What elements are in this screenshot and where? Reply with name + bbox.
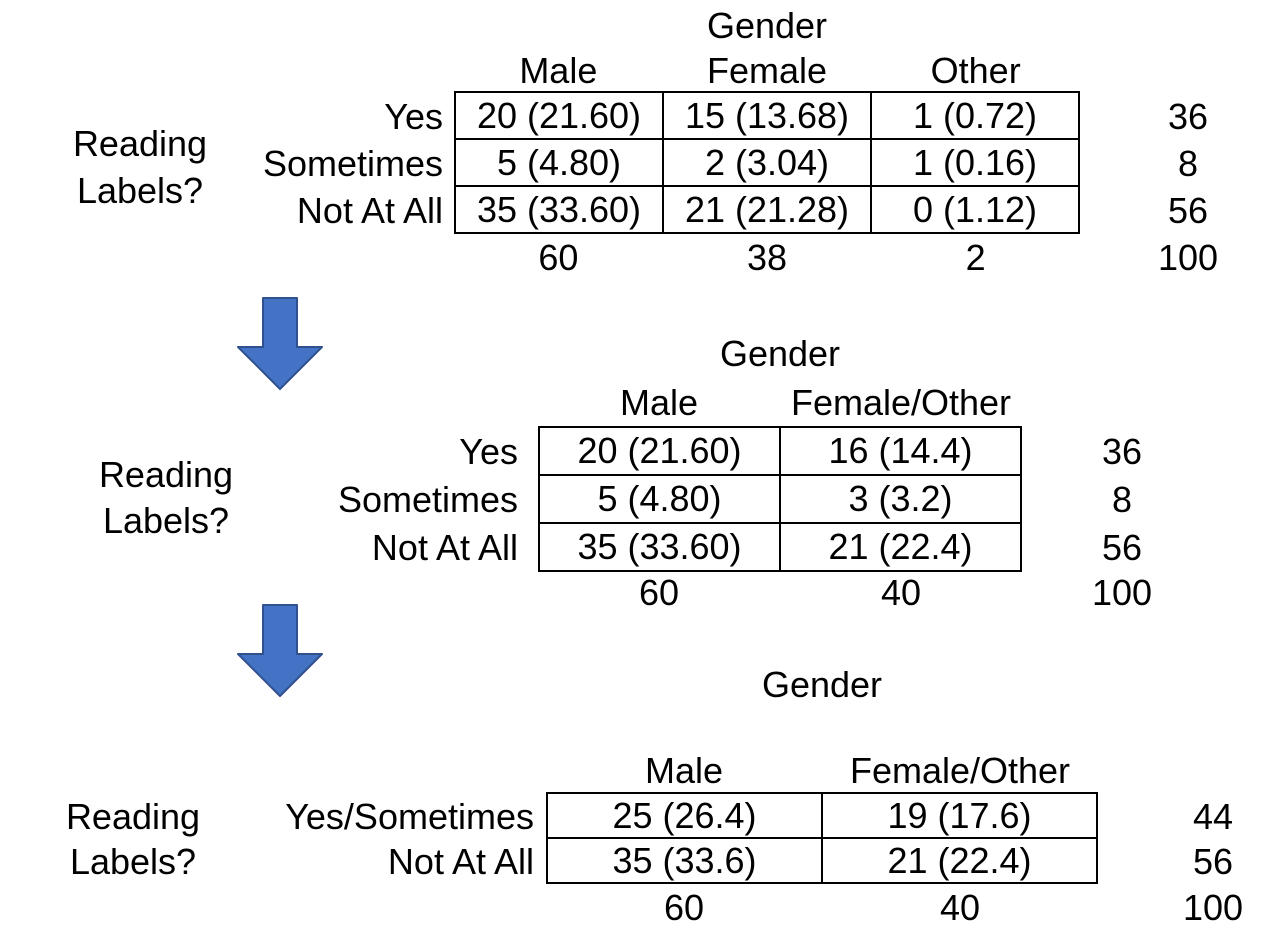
row-total: 56	[1167, 189, 1209, 231]
column-header-row: Male Female Other	[454, 49, 1080, 93]
column-total: 60	[538, 237, 579, 278]
row-label: Yes/Sometimes	[285, 795, 534, 837]
observed-expected-cell: 35 (33.60)	[540, 524, 779, 570]
grand-total: 100	[1182, 887, 1244, 928]
side-label-line: Labels?	[69, 841, 197, 882]
observed-expected-cell: 3 (3.2)	[781, 476, 1020, 522]
observed-expected-cell: 25 (26.4)	[548, 794, 821, 837]
reading-labels-side-label: Reading Labels?	[55, 120, 225, 214]
column-header-other: Other	[930, 50, 1021, 91]
observed-expected-cell: 35 (33.60)	[456, 187, 662, 232]
row-label-column: Yes/Sometimes Not At All	[230, 794, 534, 884]
contingency-table-3: 25 (26.4) 19 (17.6) 35 (33.6) 21 (22.4)	[546, 792, 1098, 884]
side-label-line: Labels?	[76, 170, 204, 211]
down-arrow-shape	[237, 604, 323, 697]
row-label-column: Yes Sometimes Not At All	[200, 93, 443, 234]
row-label: Not At All	[387, 840, 534, 882]
observed-expected-cell: 1 (0.72)	[872, 93, 1078, 138]
column-totals-row: 60 40	[538, 572, 1022, 614]
grand-total: 100	[1157, 237, 1219, 278]
reading-labels-side-label: Reading Labels?	[48, 794, 218, 884]
contingency-table-2: 20 (21.60) 16 (14.4) 5 (4.80) 3 (3.2) 35…	[538, 426, 1022, 572]
observed-expected-cell: 16 (14.4)	[781, 428, 1020, 474]
observed-expected-cell: 21 (22.4)	[823, 839, 1096, 882]
gender-group-title: Gender	[719, 333, 841, 374]
row-totals-column: 36 8 56	[1085, 428, 1159, 572]
row-total: 8	[1111, 479, 1133, 520]
row-total: 44	[1192, 795, 1234, 837]
column-header-row: Male Female/Other	[538, 381, 1022, 425]
observed-expected-cell: 2 (3.04)	[664, 140, 870, 185]
row-label: Yes	[384, 95, 443, 137]
side-label-line: Reading	[65, 796, 201, 837]
observed-expected-cell: 15 (13.68)	[664, 93, 870, 138]
column-total: 2	[965, 237, 986, 278]
column-header-female-other: Female/Other	[849, 750, 1071, 791]
column-totals-row: 60 40	[546, 887, 1098, 929]
row-label: Sometimes	[262, 142, 443, 184]
column-header-female: Female	[706, 50, 828, 91]
column-total: 38	[746, 237, 788, 278]
column-header-male: Male	[644, 750, 724, 791]
row-total: 8	[1177, 142, 1199, 184]
observed-expected-cell: 35 (33.6)	[548, 839, 821, 882]
down-arrow-icon	[237, 297, 323, 390]
side-label-line: Reading	[98, 454, 234, 495]
row-label: Not At All	[371, 527, 518, 568]
column-header-male: Male	[619, 382, 699, 423]
observed-expected-cell: 5 (4.80)	[540, 476, 779, 522]
reading-labels-side-label: Reading Labels?	[80, 452, 252, 544]
row-totals-column: 44 56	[1176, 794, 1250, 884]
row-total: 56	[1101, 527, 1143, 568]
row-label: Yes	[459, 431, 518, 472]
column-header-row: Male Female/Other	[546, 749, 1098, 793]
column-total: 60	[663, 887, 705, 928]
observed-expected-cell: 20 (21.60)	[456, 93, 662, 138]
column-total: 60	[638, 572, 680, 613]
side-label-line: Reading	[72, 123, 208, 164]
contingency-table-1: 20 (21.60) 15 (13.68) 1 (0.72) 5 (4.80) …	[454, 91, 1080, 234]
column-total: 40	[880, 572, 922, 613]
column-header-male: Male	[519, 50, 598, 91]
column-totals-row: 60 38 2	[454, 237, 1080, 279]
down-arrow-shape	[237, 297, 323, 390]
observed-expected-cell: 21 (21.28)	[664, 187, 870, 232]
observed-expected-cell: 1 (0.16)	[872, 140, 1078, 185]
observed-expected-cell: 20 (21.60)	[540, 428, 779, 474]
row-total: 36	[1101, 431, 1143, 472]
gender-group-title: Gender	[706, 5, 828, 46]
down-arrow-icon	[237, 604, 323, 697]
side-label-line: Labels?	[102, 500, 230, 541]
row-total: 36	[1167, 95, 1209, 137]
grand-total: 100	[1091, 572, 1153, 613]
observed-expected-cell: 0 (1.12)	[872, 187, 1078, 232]
row-totals-column: 36 8 56	[1153, 93, 1223, 234]
observed-expected-cell: 19 (17.6)	[823, 794, 1096, 837]
row-label: Sometimes	[337, 479, 518, 520]
row-label: Not At All	[296, 189, 443, 231]
observed-expected-cell: 5 (4.80)	[456, 140, 662, 185]
observed-expected-cell: 21 (22.4)	[781, 524, 1020, 570]
row-total: 56	[1192, 840, 1234, 882]
row-label-column: Yes Sometimes Not At All	[270, 428, 518, 572]
column-total: 40	[939, 887, 981, 928]
gender-group-title: Gender	[761, 664, 883, 705]
column-header-female-other: Female/Other	[790, 382, 1012, 423]
